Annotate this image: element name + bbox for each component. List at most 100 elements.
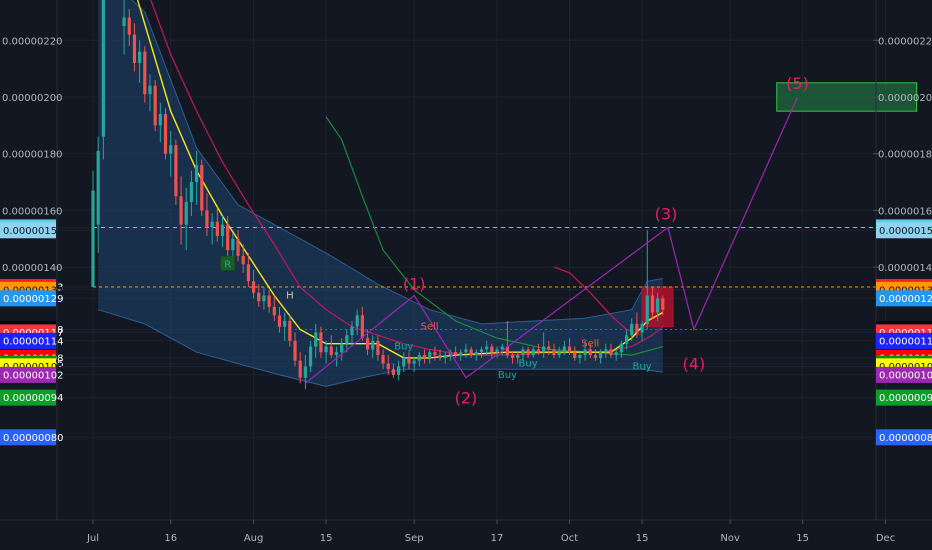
candle-body (324, 346, 328, 353)
candle-body (521, 349, 525, 356)
candle-body (630, 323, 634, 336)
candle-body (661, 298, 665, 310)
candle-body (340, 343, 344, 353)
candle-body (226, 224, 230, 251)
wave-path (305, 96, 799, 384)
candle-body (163, 114, 168, 154)
candle-body (148, 85, 152, 95)
x-tick-label: Sep (405, 533, 424, 544)
candle-body (231, 238, 235, 251)
candle-body (314, 332, 318, 347)
band-fill (98, 0, 663, 387)
right-price-badge-label: 0.00000094 (879, 393, 932, 404)
signal-label: R (224, 259, 231, 270)
pink-curve-line (553, 266, 643, 336)
candle-body (422, 355, 427, 358)
candle-body (583, 349, 587, 356)
wave-label: (4) (683, 355, 706, 374)
candle-body (578, 355, 582, 358)
candle-body (417, 355, 421, 361)
left-tick-label: 0.00000160 (2, 206, 62, 217)
candle-body (277, 315, 282, 327)
band-lower (98, 309, 663, 387)
bollinger-band (98, 0, 663, 387)
candle-body (220, 224, 225, 236)
candle-body (593, 355, 598, 358)
candle-body (350, 326, 354, 336)
candle-body (153, 85, 157, 126)
right-price-badge (876, 366, 932, 383)
candle-body (624, 335, 629, 344)
x-tick-label: 15 (320, 533, 333, 544)
candle-body (381, 355, 385, 364)
candle-body (236, 238, 240, 256)
candle-body (251, 281, 256, 293)
candle-body (469, 349, 473, 356)
candle-body (438, 355, 442, 358)
x-tick-label: 15 (796, 533, 809, 544)
candle-body (257, 292, 261, 302)
signal-box (220, 256, 235, 271)
right-tick-label: 0.00000200 (878, 93, 932, 104)
x-tick-label: Dec (876, 533, 895, 544)
candle-body (640, 323, 644, 333)
right-tick-label: 0.00000220 (878, 36, 932, 47)
zone-0 (776, 82, 918, 112)
x-tick-label: Jul (86, 533, 99, 544)
candle-body (195, 165, 199, 183)
candle-body (122, 17, 126, 27)
candle-body (308, 346, 313, 367)
candle-body (391, 369, 396, 375)
candle-body (174, 145, 178, 197)
candle-body (557, 352, 561, 356)
x-tick-label: Oct (561, 533, 578, 544)
candle-body (298, 360, 302, 378)
candle-body (262, 295, 266, 302)
candle-body (246, 264, 250, 282)
candle-body (101, 0, 105, 137)
right-price-badge (876, 389, 932, 406)
signal-label: Buy (633, 361, 652, 372)
candle-body (288, 321, 292, 341)
candle-body (158, 114, 162, 126)
candle-body (412, 360, 416, 364)
wave-label: (1) (403, 275, 426, 294)
candle-body (143, 51, 147, 95)
left-tick-label: 0.00000200 (2, 93, 62, 104)
left-price-badge (0, 429, 56, 446)
candle-body (552, 349, 556, 356)
candle-body (138, 51, 142, 63)
right-tick-label: 0.00000140 (878, 263, 932, 274)
candle-body (547, 346, 551, 350)
right-price-badge (876, 222, 932, 239)
x-tick-label: 16 (164, 533, 177, 544)
left-price-badge (0, 389, 56, 406)
candle-body (454, 352, 458, 356)
candle-body (588, 349, 592, 356)
candle-body (567, 346, 572, 353)
candle-body (132, 34, 137, 63)
candle-body (272, 306, 276, 316)
right-price-badge (876, 290, 932, 307)
elliott-wave: (1) (2) (3) (4) (5) (305, 74, 809, 408)
candle-body (96, 150, 100, 225)
candle-body (293, 340, 297, 361)
candle-body (614, 352, 618, 356)
left-price-badge-label: 0.00000102 (3, 370, 63, 381)
candle-body (516, 355, 520, 358)
candle-body (526, 349, 530, 356)
signal-label: Buy (394, 342, 413, 353)
candle-body (189, 182, 194, 202)
candle-body (599, 352, 603, 358)
candle-body (604, 349, 608, 353)
candle-body (443, 355, 447, 358)
candle-body (397, 366, 401, 375)
candle-body (485, 346, 489, 350)
candle-body (464, 349, 468, 353)
candle-body (490, 346, 494, 353)
candle-body (536, 349, 541, 353)
left-price-badge-label: 0.00000114 (3, 336, 63, 347)
